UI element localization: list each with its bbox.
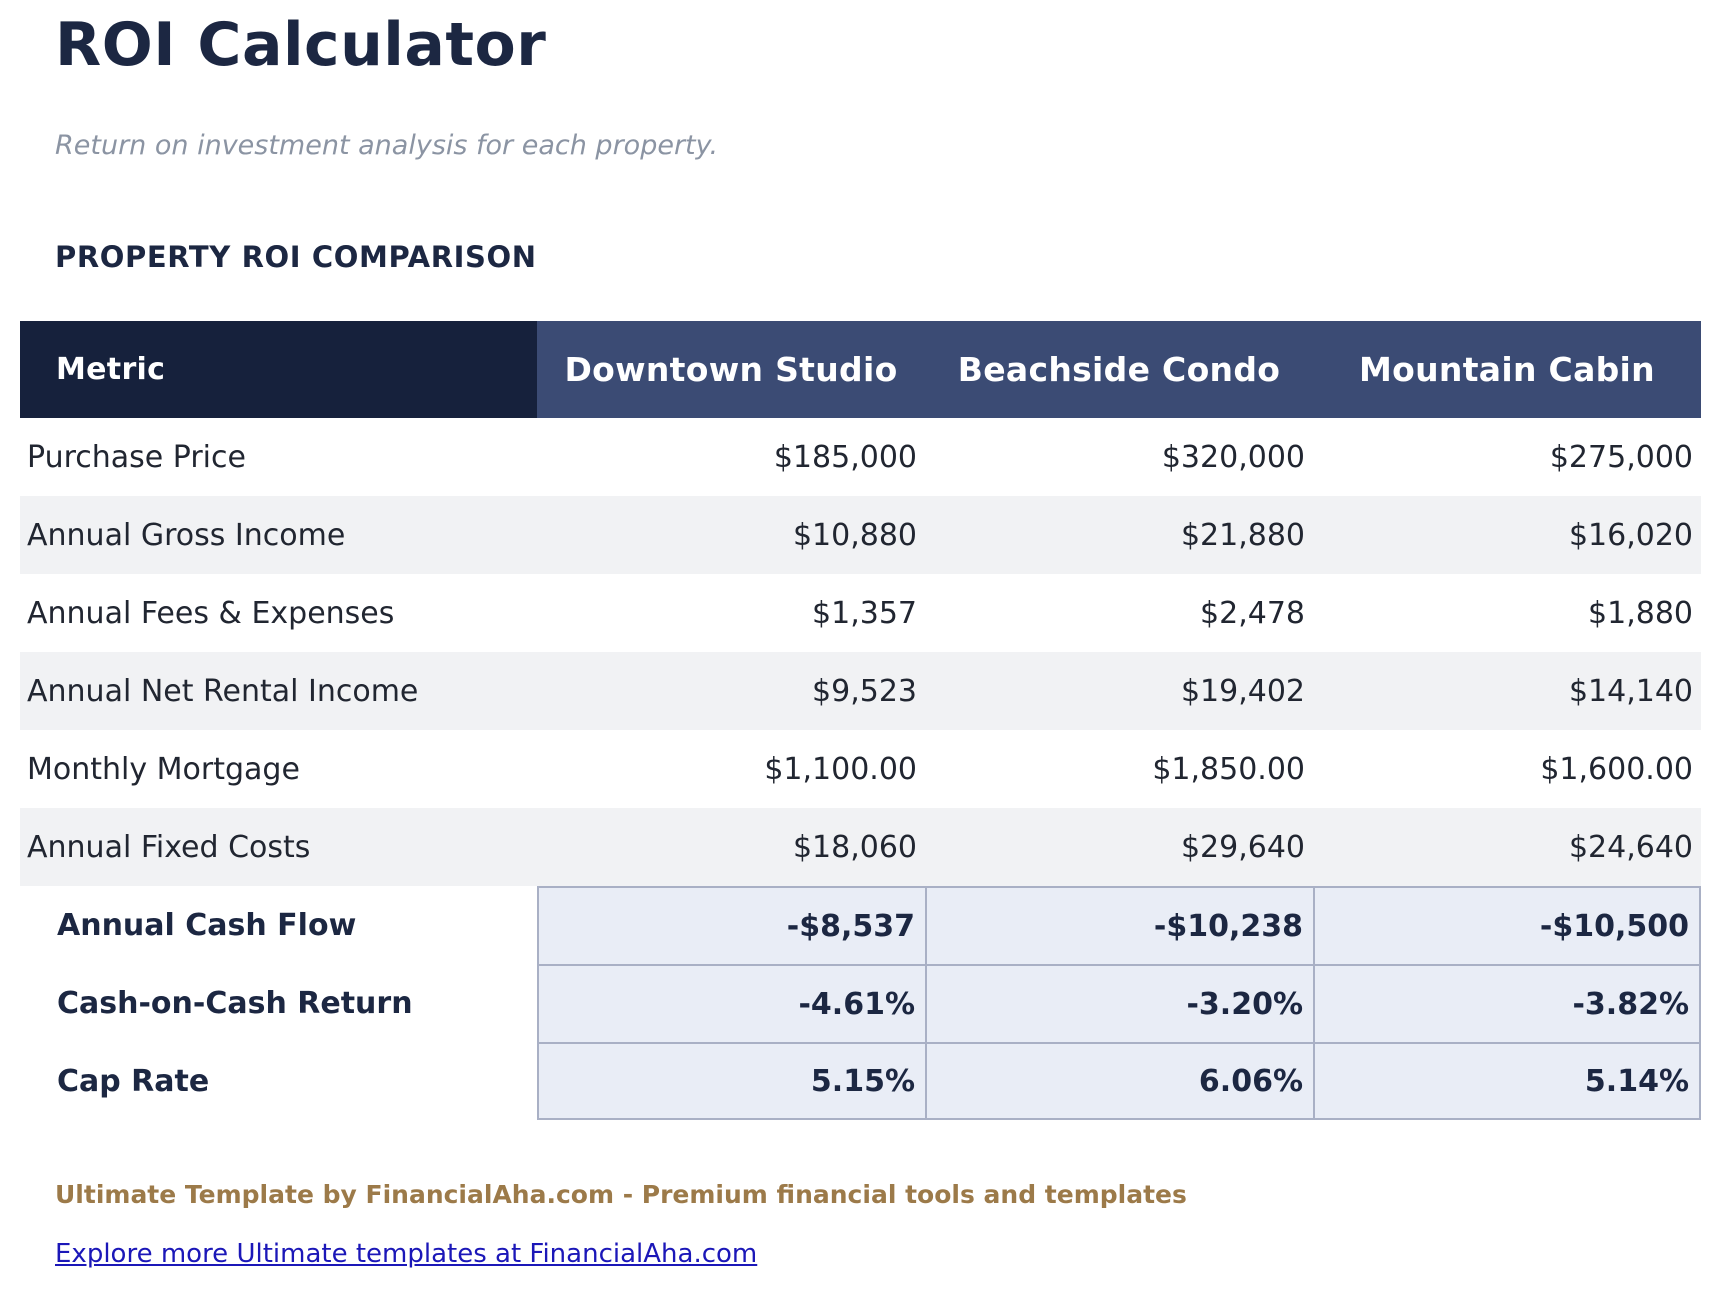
metric-row-label: Monthly Mortgage — [27, 751, 300, 787]
column-header-beachside-condo: Beachside Condo — [925, 321, 1313, 418]
metric-row-label: Annual Gross Income — [20, 496, 537, 574]
metric-row-value: $2,478 — [1200, 595, 1305, 631]
metric-row-value: $275,000 — [1549, 439, 1693, 475]
summary-row-value: -3.20% — [925, 964, 1313, 1042]
metric-row-value: $14,140 — [1313, 652, 1701, 730]
summary-row-label: Cash-on-Cash Return — [20, 964, 537, 1042]
branding-text: Ultimate Template by FinancialAha.com - … — [55, 1180, 1187, 1209]
metric-row-value: $24,640 — [1313, 808, 1701, 886]
metric-row-value: $1,880 — [1588, 595, 1693, 631]
column-header-downtown-studio: Downtown Studio — [537, 321, 925, 418]
summary-row-value: -$8,537 — [537, 886, 925, 964]
column-header-metric: Metric — [20, 321, 537, 418]
metric-row-value: $1,357 — [812, 595, 917, 631]
explore-templates-link[interactable]: Explore more Ultimate templates at Finan… — [55, 1239, 758, 1269]
column-header-mountain-cabin: Mountain Cabin — [1313, 321, 1701, 418]
metric-row-value: $10,880 — [537, 496, 925, 574]
metric-row-value: $320,000 — [1161, 439, 1305, 475]
summary-row-value: -4.61% — [537, 964, 925, 1042]
metric-row-value: $1,100.00 — [764, 751, 917, 787]
page-subtitle: Return on investment analysis for each p… — [55, 130, 719, 161]
summary-row-value: 5.15% — [537, 1042, 925, 1120]
metric-row-value: $21,880 — [925, 496, 1313, 574]
metric-row-label: Annual Fees & Expenses — [27, 595, 395, 631]
summary-row-label: Annual Cash Flow — [20, 886, 537, 964]
metric-row-label: Annual Net Rental Income — [20, 652, 537, 730]
summary-row-value: -$10,500 — [1313, 886, 1701, 964]
metric-row-value: $185,000 — [773, 439, 917, 475]
metric-row-label: Purchase Price — [27, 439, 246, 475]
metric-row-value: $18,060 — [537, 808, 925, 886]
metric-row-value: $1,600.00 — [1540, 751, 1693, 787]
summary-row-value: -3.82% — [1313, 964, 1701, 1042]
metric-row-value: $1,850.00 — [1152, 751, 1305, 787]
summary-row-label: Cap Rate — [20, 1042, 537, 1120]
metric-row-value: $29,640 — [925, 808, 1313, 886]
metric-row-value: $16,020 — [1313, 496, 1701, 574]
metric-row-value: $9,523 — [537, 652, 925, 730]
summary-row-value: -$10,238 — [925, 886, 1313, 964]
metric-row-value: $19,402 — [925, 652, 1313, 730]
section-title: PROPERTY ROI COMPARISON — [55, 240, 537, 274]
page-title: ROI Calculator — [55, 10, 547, 80]
footer-link-row: Explore more Ultimate templates at Finan… — [55, 1238, 1719, 1270]
summary-row-value: 5.14% — [1313, 1042, 1701, 1120]
metric-row-label: Annual Fixed Costs — [20, 808, 537, 886]
summary-row-value: 6.06% — [925, 1042, 1313, 1120]
property-roi-table: Metric Downtown Studio Beachside Condo M… — [20, 321, 1701, 1120]
